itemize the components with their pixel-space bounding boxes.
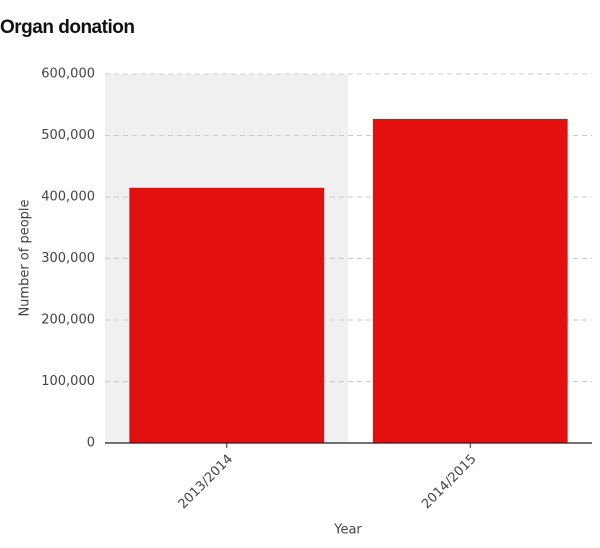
bar [129, 187, 325, 443]
x-tick-label: 2013/2014 [176, 452, 237, 513]
chart-title: Organ donation [0, 17, 134, 38]
y-tick-label: 100,000 [41, 374, 95, 389]
x-axis-label: Year [333, 523, 362, 538]
y-axis-label: Number of people [18, 199, 33, 316]
y-tick-label: 400,000 [41, 190, 95, 205]
x-tick-label: 2014/2015 [419, 452, 480, 513]
bar [372, 118, 568, 444]
y-tick-label: 0 [87, 436, 95, 451]
y-tick-label: 300,000 [41, 251, 95, 266]
y-tick-label: 500,000 [41, 128, 95, 143]
y-tick-label: 600,000 [41, 67, 95, 82]
y-tick-label: 200,000 [41, 313, 95, 328]
